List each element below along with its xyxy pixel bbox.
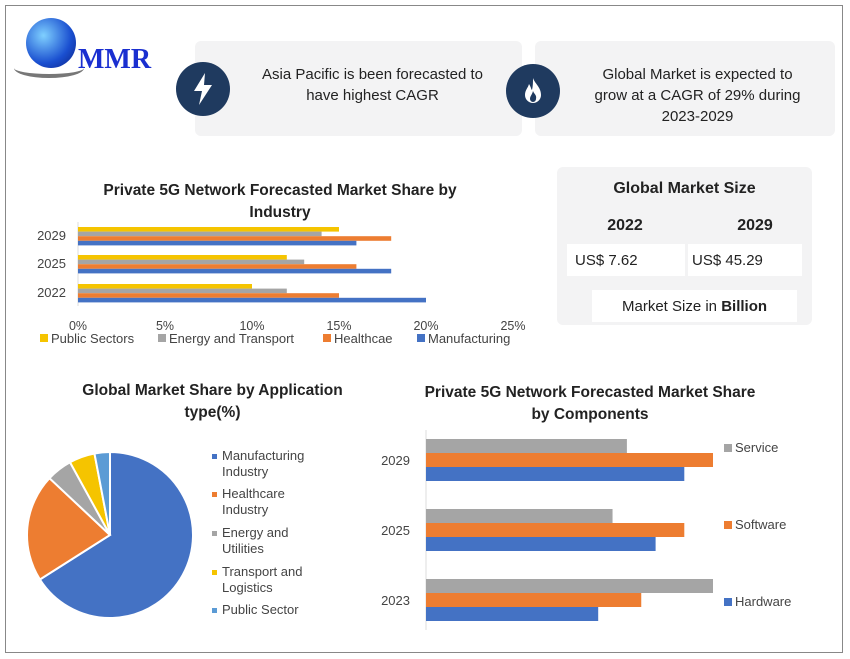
x-tick-label: 5%: [156, 319, 174, 333]
bar-software: [426, 523, 685, 537]
legend-swatch: [417, 334, 425, 342]
bar-hardware: [426, 467, 685, 481]
legend-label: Software: [735, 517, 786, 532]
bar-public-sectors: [78, 284, 252, 289]
x-tick-label: 25%: [500, 319, 525, 333]
legend-label: Public Sector: [222, 602, 299, 617]
legend-swatch: [158, 334, 166, 342]
legend-label: Healthcare Industry: [222, 486, 285, 517]
pie-slice: [38, 450, 194, 619]
bar-hardware: [426, 607, 599, 621]
highlight-text-2: Global Market is expected to grow at a C…: [594, 66, 801, 125]
legend-label: Energy and Transport: [169, 331, 294, 346]
market-value-2029: US$ 45.29: [688, 244, 802, 276]
y-tick-label: 2025: [37, 256, 66, 271]
y-tick-label: 2023: [381, 593, 410, 608]
bar-service: [426, 439, 627, 453]
bar-energy-and-transport: [78, 259, 305, 265]
legend-label: Service: [735, 440, 778, 455]
bar-healthcae: [78, 264, 357, 269]
legend-label: Transport and Logistics: [222, 564, 302, 595]
bar-manufacturing: [78, 297, 426, 303]
highlight-card-2: [535, 41, 835, 136]
legend-swatch: [40, 334, 48, 342]
legend-label: Public Sectors: [51, 331, 135, 346]
legend-label: Manufacturing Industry: [222, 448, 304, 479]
bar-service: [426, 509, 613, 523]
legend-swatch: [724, 521, 732, 529]
market-size-title: Global Market Size: [613, 180, 756, 197]
y-tick-label: 2025: [381, 523, 410, 538]
bar-public-sectors: [78, 227, 339, 232]
legend-label: Energy and Utilities: [222, 525, 289, 556]
legend-swatch: [724, 444, 732, 452]
market-year-2029: 2029: [737, 217, 773, 234]
y-tick-label: 2029: [37, 228, 66, 243]
highlight-text-1: Asia Pacific is been forecasted to have …: [262, 66, 483, 104]
bar-healthcae: [78, 236, 392, 241]
legend-swatch: [212, 570, 217, 575]
legend-label: Manufacturing: [428, 331, 510, 346]
bar-manufacturing: [78, 240, 357, 246]
bar-public-sectors: [78, 255, 287, 260]
pie-chart-title: Global Market Share by Application type(…: [82, 382, 343, 421]
logo-text: MMR: [78, 44, 152, 75]
legend-swatch: [212, 531, 217, 536]
y-tick-label: 2029: [381, 453, 410, 468]
legend-swatch: [212, 454, 217, 459]
legend-swatch: [724, 598, 732, 606]
x-tick-label: 10%: [239, 319, 264, 333]
highlight-card-1: [195, 41, 522, 136]
pie-slice: [93, 450, 111, 536]
legend-label: Hardware: [735, 594, 791, 609]
bar-service: [426, 579, 713, 593]
components-chart-title: Private 5G Network Forecasted Market Sha…: [424, 384, 756, 423]
market-value-2022: US$ 7.62: [567, 244, 685, 276]
bar-software: [426, 593, 642, 607]
flame-icon: [506, 64, 560, 118]
legend-swatch: [212, 608, 217, 613]
infographic-frame: [5, 5, 843, 653]
lightning-icon: [176, 62, 230, 116]
legend-label: Healthcae: [334, 331, 393, 346]
pie-slice: [26, 476, 112, 581]
market-year-2022: 2022: [607, 217, 643, 234]
logo: MMR: [14, 18, 164, 78]
x-tick-label: 20%: [413, 319, 438, 333]
x-tick-label: 15%: [326, 319, 351, 333]
bar-manufacturing: [78, 268, 392, 274]
x-tick-label: 0%: [69, 319, 87, 333]
bar-energy-and-transport: [78, 288, 287, 294]
bar-software: [426, 453, 713, 467]
bar-hardware: [426, 537, 656, 551]
legend-swatch: [323, 334, 331, 342]
bar-energy-and-transport: [78, 231, 322, 237]
bar-healthcae: [78, 293, 339, 298]
y-tick-label: 2022: [37, 285, 66, 300]
market-size-note: Market Size in Billion: [592, 290, 797, 322]
legend-swatch: [212, 492, 217, 497]
industry-chart-title: Private 5G Network Forecasted Market Sha…: [103, 182, 457, 221]
